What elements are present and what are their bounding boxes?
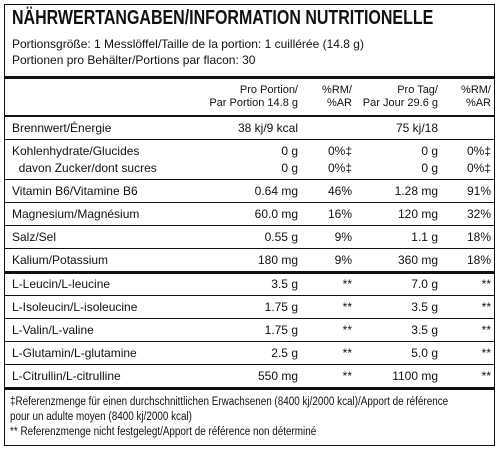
row-label: Kalium/Potassium [12, 253, 109, 267]
footnote: ** Referenzmenge nicht festgelegt/Apport… [10, 426, 317, 438]
cell-value: 360 mg [397, 253, 438, 267]
rule [5, 295, 494, 296]
cell-value: ** [342, 369, 352, 383]
rule [5, 318, 494, 319]
column-header: Pro Tag/ Par Jour 29.6 g [362, 84, 438, 109]
cell-value: ** [481, 346, 491, 360]
serving-size: Portionsgröße: 1 Messlöffel/Taille de la… [12, 37, 364, 51]
cell-value: 32% [466, 207, 491, 221]
cell-value: 550 mg [257, 369, 298, 383]
cell-value: ** [481, 277, 491, 291]
cell-value: 0.64 mg [254, 184, 298, 198]
row-label: L-Isoleucin/L-isoleucine [12, 300, 138, 314]
cell-value: 0%‡ [327, 144, 352, 158]
cell-value: ** [481, 323, 491, 337]
cell-value: 1.28 mg [394, 184, 438, 198]
border [4, 4, 495, 446]
row-label: Brennwert/Énergie [12, 121, 112, 135]
title: NÄHRWERTANGABEN/INFORMATION NUTRITIONELL… [12, 7, 434, 29]
footnote: ‡Referenzmenge für einen durchschnittlic… [10, 396, 449, 408]
cell-value: 0 g [281, 161, 298, 175]
row-label: davon Zucker/dont sucres [12, 161, 157, 175]
rule [5, 364, 494, 365]
column-header: %RM/ %AR [322, 84, 352, 109]
rule [5, 115, 494, 117]
cell-value: 180 mg [257, 253, 298, 267]
cell-value: 38 kj/9 kcal [237, 121, 298, 135]
cell-value: 91% [466, 184, 491, 198]
row-label: L-Citrullin/L-citrulline [12, 369, 121, 383]
cell-value: 7.0 g [411, 277, 438, 291]
cell-value: 75 kj/18 [395, 121, 438, 135]
cell-value: ** [342, 277, 352, 291]
cell-value: 0 g [421, 161, 438, 175]
cell-value: 3.5 g [411, 323, 438, 337]
cell-value: ** [342, 323, 352, 337]
cell-value: 1.75 g [264, 300, 298, 314]
rule [5, 387, 494, 390]
cell-value: 46% [327, 184, 352, 198]
cell-value: 0 g [421, 144, 438, 158]
cell-value: ** [481, 300, 491, 314]
rule [5, 248, 494, 249]
cell-value: 0%‡ [466, 161, 491, 175]
rule [5, 76, 494, 79]
row-label: Magnesium/Magnésium [12, 207, 140, 221]
cell-value: 0.55 g [264, 230, 298, 244]
rule [5, 225, 494, 226]
cell-value: 5.0 g [411, 346, 438, 360]
cell-value: 0 g [281, 144, 298, 158]
cell-value: 18% [466, 253, 491, 267]
cell-value: 1100 mg [392, 369, 438, 383]
cell-value: 18% [466, 230, 491, 244]
column-header: %RM/ %AR [461, 84, 491, 109]
cell-value: 3.5 g [271, 277, 298, 291]
cell-value: ** [342, 300, 352, 314]
rule [5, 202, 494, 203]
cell-value: ** [481, 369, 491, 383]
cell-value: 3.5 g [411, 300, 438, 314]
rule [5, 271, 494, 274]
cell-value: 0%‡ [466, 144, 491, 158]
footnote: pour un adulte moyen (8400 kj/2000 kcal) [10, 411, 192, 423]
cell-value: 9% [334, 253, 352, 267]
cell-value: 9% [334, 230, 352, 244]
row-label: Salz/Sel [12, 230, 57, 244]
servings: Portionen pro Behälter/Portions par flac… [12, 53, 256, 67]
cell-value: 1.1 g [411, 230, 438, 244]
row-label: L-Glutamin/L-glutamine [12, 346, 137, 360]
cell-value: 60.0 mg [254, 207, 298, 221]
row-label: L-Leucin/L-leucine [12, 277, 111, 291]
row-label: L-Valin/L-valine [12, 323, 94, 337]
cell-value: 16% [327, 207, 352, 221]
cell-value: 0%‡ [327, 161, 352, 175]
rule [5, 179, 494, 180]
cell-value: 1.75 g [264, 323, 298, 337]
rule [5, 341, 494, 342]
cell-value: 2.5 g [271, 346, 298, 360]
cell-value: 120 mg [397, 207, 438, 221]
cell-value: ** [342, 346, 352, 360]
row-label: Vitamin B6/Vitamine B6 [12, 184, 138, 198]
column-header: Pro Portion/ Par Portion 14.8 g [209, 84, 298, 109]
row-label: Kohlenhydrate/Glucides [12, 144, 140, 158]
rule [5, 139, 494, 140]
